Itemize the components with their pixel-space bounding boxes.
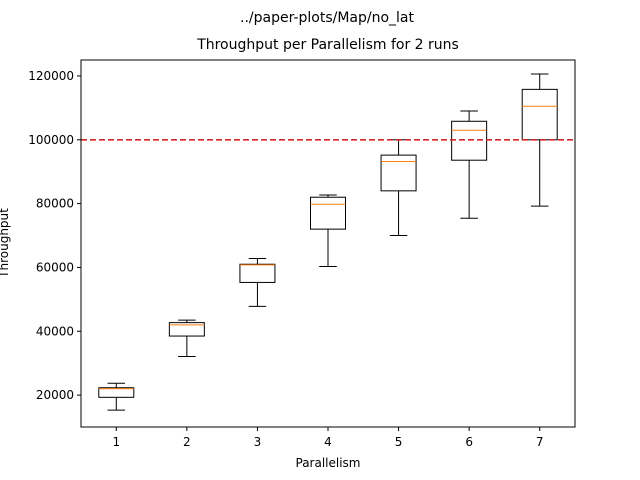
box-4 bbox=[310, 194, 346, 267]
iqr-box bbox=[451, 120, 488, 161]
x-axis: 1 2 3 4 5 6 7 bbox=[112, 427, 544, 449]
x-axis-label: Parallelism bbox=[296, 456, 361, 470]
y-axis-label: Throughput bbox=[0, 208, 11, 279]
box-7 bbox=[521, 73, 558, 207]
chart-title: Throughput per Parallelism for 2 runs bbox=[196, 37, 459, 53]
box-2 bbox=[168, 319, 205, 357]
y-tick-label: 80000 bbox=[36, 197, 74, 211]
y-axis: 20000 40000 60000 80000 100000 120000 bbox=[28, 69, 81, 402]
iqr-box bbox=[98, 387, 135, 398]
x-tick-label: 7 bbox=[536, 435, 544, 449]
figure-suptitle: ../paper-plots/Map/no_lat bbox=[240, 10, 415, 26]
y-tick-label: 60000 bbox=[36, 260, 74, 274]
x-tick-label: 2 bbox=[183, 435, 191, 449]
y-tick-label: 100000 bbox=[28, 133, 74, 147]
y-tick-label: 40000 bbox=[36, 324, 74, 338]
box-3 bbox=[239, 257, 276, 307]
y-tick-label: 120000 bbox=[28, 69, 74, 83]
plot-area bbox=[81, 73, 575, 411]
x-tick-label: 6 bbox=[465, 435, 473, 449]
x-tick-label: 5 bbox=[395, 435, 403, 449]
x-tick-label: 4 bbox=[324, 435, 332, 449]
iqr-box bbox=[168, 322, 205, 337]
iqr-box bbox=[380, 154, 417, 192]
iqr-box bbox=[239, 263, 276, 283]
iqr-box bbox=[521, 88, 558, 141]
x-tick-label: 3 bbox=[254, 435, 262, 449]
box-1 bbox=[98, 382, 135, 411]
box-6 bbox=[451, 110, 488, 219]
x-tick-label: 1 bbox=[112, 435, 120, 449]
iqr-box bbox=[310, 196, 346, 230]
y-tick-label: 20000 bbox=[36, 388, 74, 402]
